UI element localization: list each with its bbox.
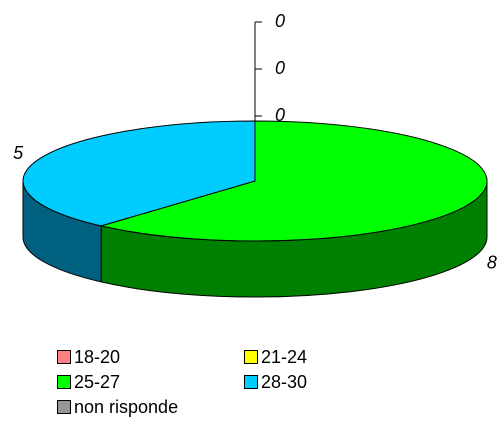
legend: 18-20 21-24 25-27 28-30 non risponde <box>57 346 417 418</box>
legend-swatch <box>57 400 71 414</box>
legend-label: non risponde <box>74 396 179 417</box>
slice-28-30 <box>22 120 256 227</box>
legend-swatch <box>57 375 71 389</box>
data-label-18-20: 0 <box>275 11 285 31</box>
pie-tops <box>22 120 488 242</box>
legend-item-25-27: 25-27 <box>57 371 244 393</box>
data-label-non-risponde: 0 <box>275 105 285 125</box>
legend-swatch <box>244 375 258 389</box>
legend-label: 25-27 <box>74 371 121 392</box>
legend-swatch <box>244 350 258 364</box>
legend-item-28-30: 28-30 <box>244 371 414 393</box>
data-label-28-30: 5 <box>13 143 24 163</box>
legend-label: 18-20 <box>74 346 121 367</box>
data-label-21-24: 0 <box>275 58 285 78</box>
legend-item-18-20: 18-20 <box>57 346 244 368</box>
data-label-25-27: 8 <box>487 253 497 273</box>
slice-25-27 <box>99 120 488 242</box>
legend-swatch <box>57 350 71 364</box>
legend-label: 28-30 <box>261 371 308 392</box>
legend-label: 21-24 <box>261 346 308 367</box>
legend-item-non-risponde: non risponde <box>57 396 244 418</box>
data-labels: 8 5 0 0 0 <box>13 11 497 273</box>
legend-item-21-24: 21-24 <box>244 346 414 368</box>
